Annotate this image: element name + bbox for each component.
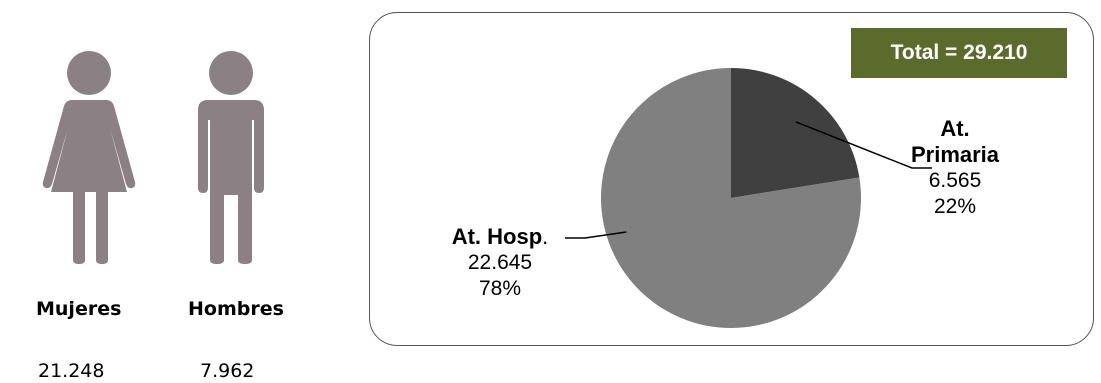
pie-slice-hosp — [601, 68, 861, 328]
slice-percent-hosp: 78% — [478, 277, 522, 300]
leader-line-primaria — [795, 121, 932, 169]
woman-icon — [42, 51, 136, 264]
slice-label-hosp: At. Hosp. 22.645 78% — [440, 224, 560, 302]
total-badge: Total = 29.210 — [851, 28, 1067, 78]
women-label: Mujeres — [36, 298, 122, 320]
slice-label-primaria: At. Primaria 6.565 22% — [900, 116, 1010, 220]
women-count: 21.248 — [38, 360, 105, 382]
men-label: Hombres — [188, 298, 284, 320]
slice-value-primaria: 6.565 — [928, 169, 982, 192]
slice-name-hosp: At. Hosp. — [451, 224, 549, 249]
slice-name-primaria-line1: At. — [940, 116, 970, 141]
man-icon — [198, 51, 264, 264]
pie-chart-panel — [369, 12, 1094, 346]
men-count: 7.962 — [200, 360, 255, 382]
slice-percent-primaria: 22% — [933, 195, 977, 218]
slice-name-primaria-line2: Primaria — [910, 142, 1000, 167]
pie-slice-primaria — [731, 68, 860, 198]
slice-value-hosp: 22.645 — [467, 251, 533, 274]
leader-line-hosp — [565, 231, 627, 239]
